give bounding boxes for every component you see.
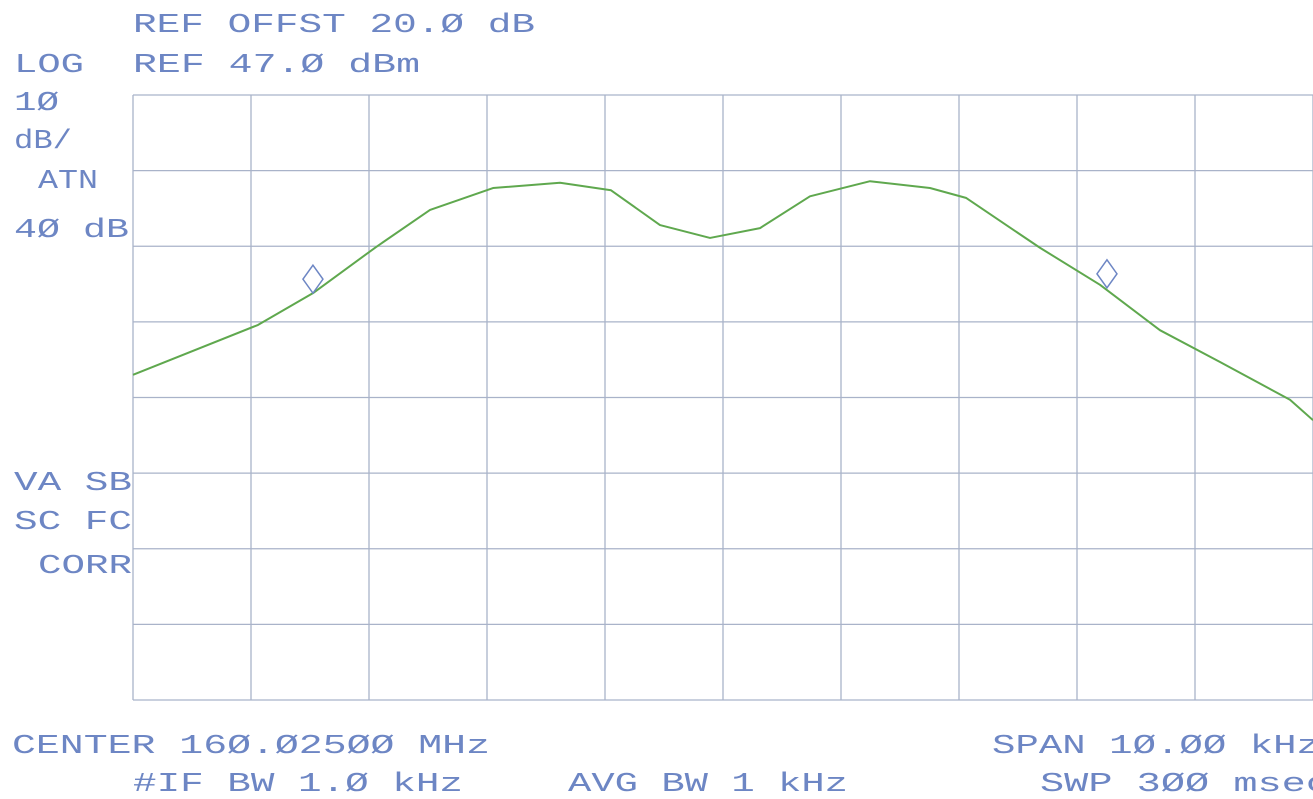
marker [1096,258,1118,290]
trace [132,180,1313,421]
scale-unit: dB/ [14,127,72,157]
center-freq: CENTER 16Ø.Ø25ØØ MHz [12,732,490,762]
scale-value: 1Ø [14,89,59,119]
status-va-sb: VA SB [14,469,132,499]
atten-label: ATN [38,167,98,197]
span: SPAN 1Ø.ØØ kHz [992,732,1313,762]
sweep: SWP 3ØØ msec [1040,770,1313,799]
status-sc-fc: SC FC [14,508,132,538]
ref-offset: REF OFFST 20.Ø dB [133,11,535,41]
ref-level: REF 47.Ø dBm [133,51,420,81]
status-corr: CORR [38,552,132,582]
avg-bw: AVG BW 1 kHz [568,770,848,799]
marker [302,263,324,295]
scale-mode: LOG [14,51,84,81]
if-bw: #IF BW 1.Ø kHz [133,770,463,799]
atten-value: 4Ø dB [14,216,129,246]
